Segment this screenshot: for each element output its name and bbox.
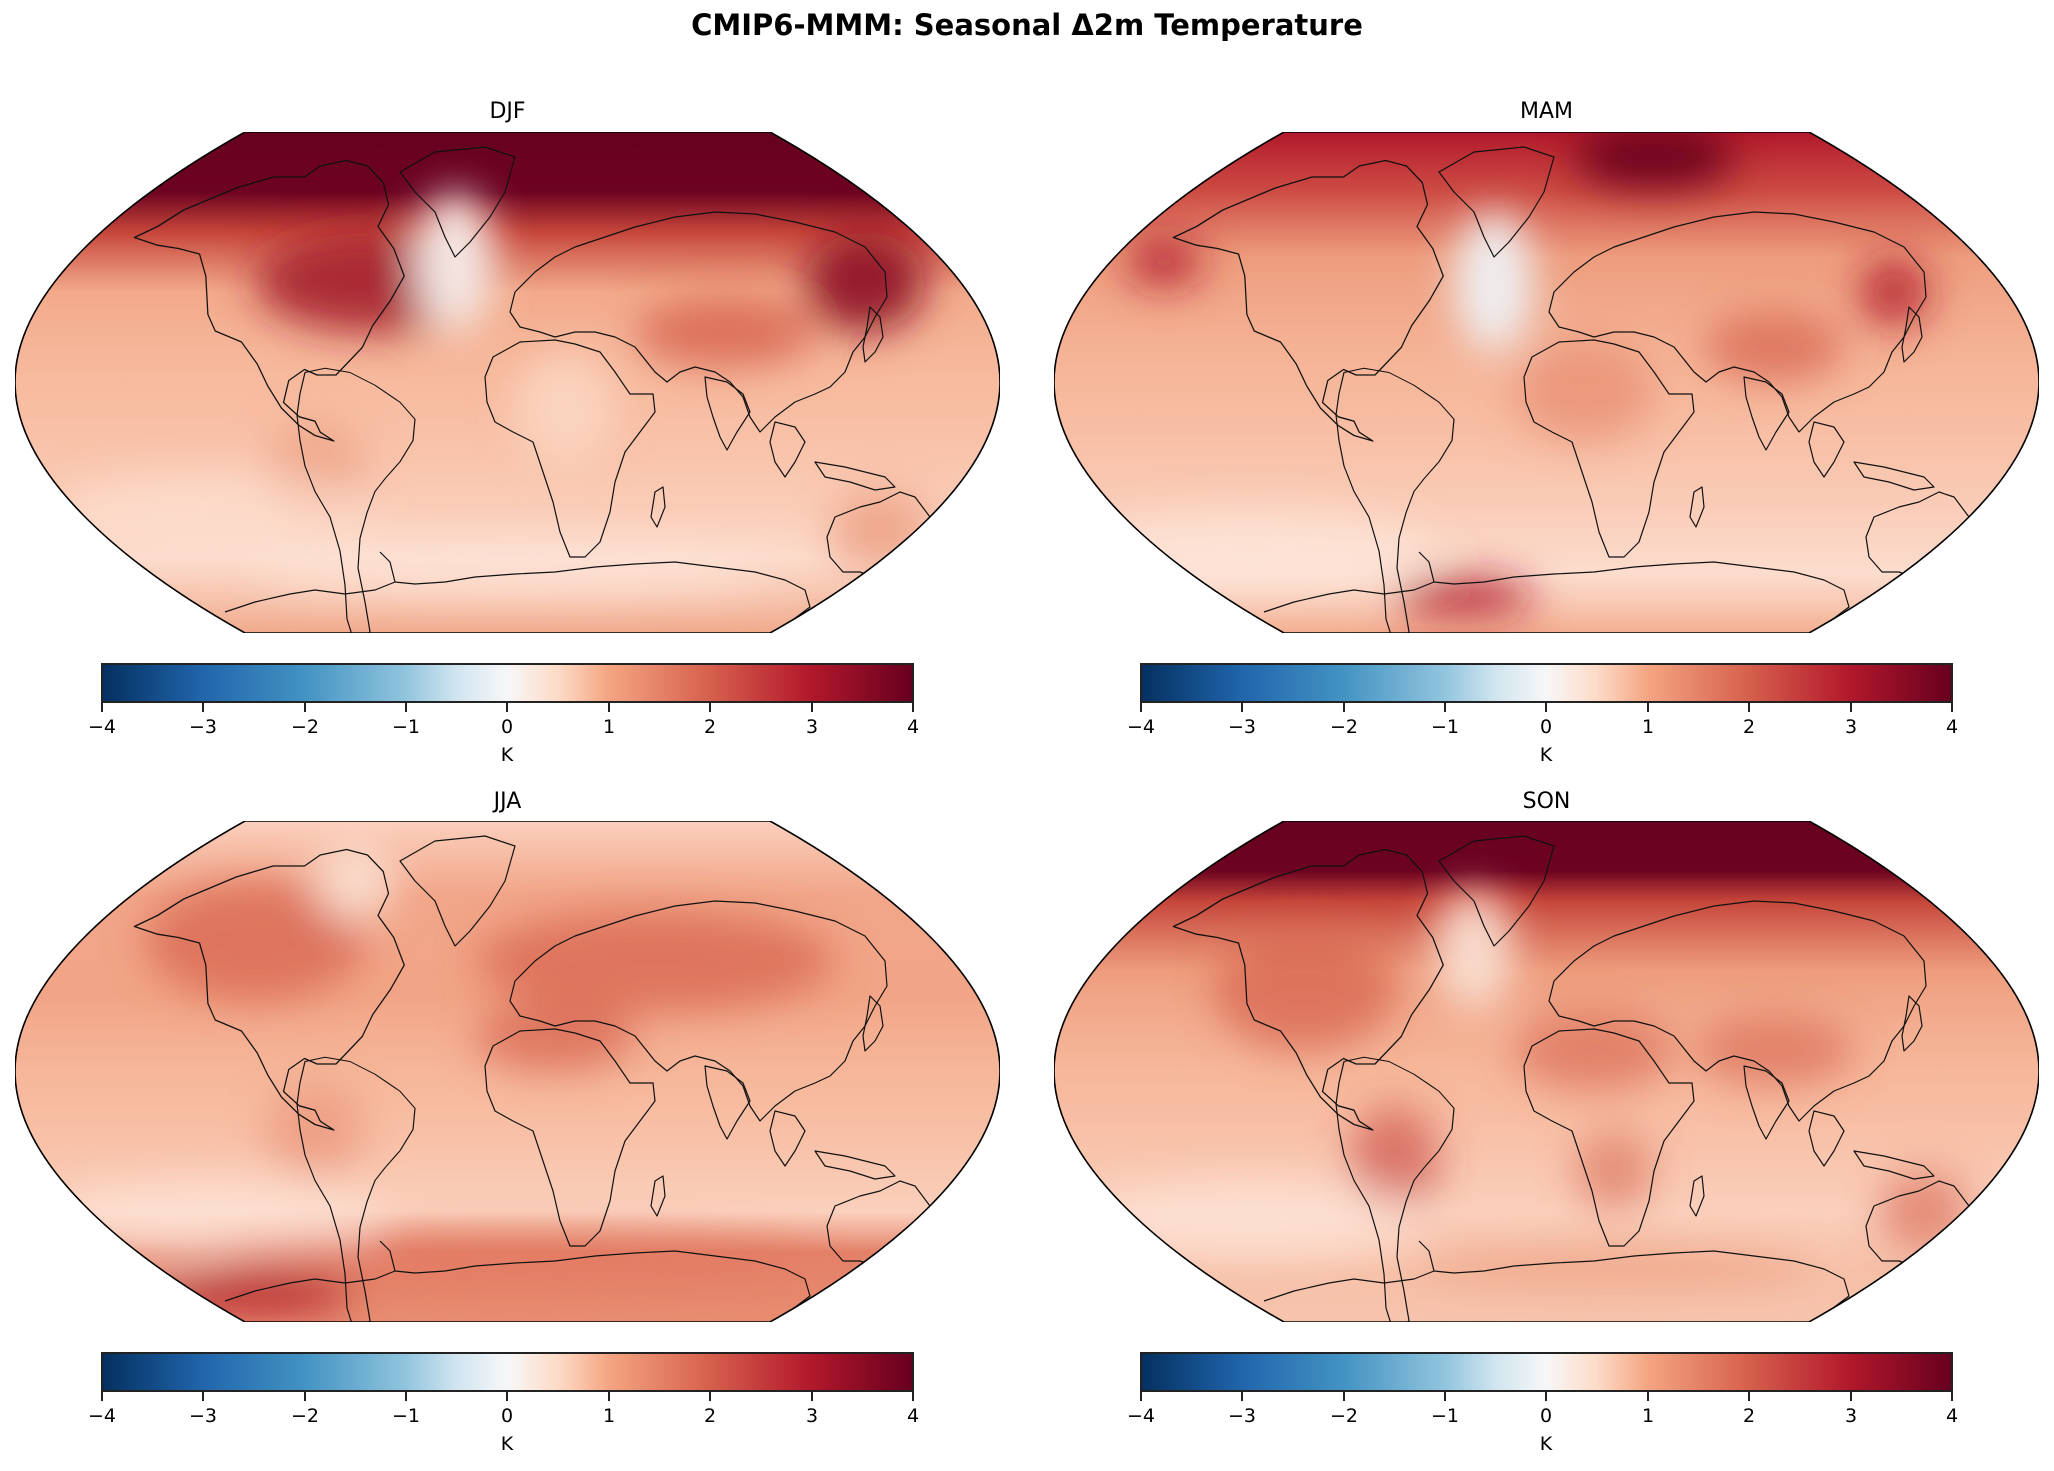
tick-label: −1 bbox=[1430, 1405, 1459, 1427]
colorbar bbox=[1140, 663, 1953, 703]
tick-label: 3 bbox=[805, 1405, 819, 1427]
panel-title: DJF bbox=[489, 99, 526, 124]
tick-label: −1 bbox=[391, 1405, 420, 1427]
tick-label: 2 bbox=[703, 1405, 717, 1427]
colorbar-label: K bbox=[1539, 1433, 1553, 1455]
tick-label: 4 bbox=[906, 1405, 920, 1427]
tick-label: 0 bbox=[1539, 716, 1553, 738]
tick-label: 2 bbox=[1742, 1405, 1756, 1427]
tick-label: 1 bbox=[602, 1405, 616, 1427]
tick-label: 1 bbox=[1641, 1405, 1655, 1427]
panel-title: SON bbox=[1522, 789, 1571, 814]
tick-label: −3 bbox=[1227, 1405, 1256, 1427]
map-jja bbox=[15, 821, 1000, 1322]
tick-label: 4 bbox=[1945, 1405, 1959, 1427]
colorbar bbox=[101, 663, 914, 703]
tick-label: −2 bbox=[1329, 1405, 1358, 1427]
tick-label: −3 bbox=[188, 716, 217, 738]
tick-label: 2 bbox=[703, 716, 717, 738]
tick-label: −2 bbox=[290, 1405, 319, 1427]
tick-label: −4 bbox=[87, 716, 116, 738]
tick-label: −1 bbox=[1430, 716, 1459, 738]
tick-label: −3 bbox=[1227, 716, 1256, 738]
tick-label: −4 bbox=[87, 1405, 116, 1427]
panel-title: MAM bbox=[1519, 99, 1573, 124]
colorbar-label: K bbox=[500, 1433, 514, 1455]
tick-label: −4 bbox=[1126, 1405, 1155, 1427]
tick-label: −4 bbox=[1126, 716, 1155, 738]
tick-label: 1 bbox=[602, 716, 616, 738]
figure-title: CMIP6-MMM: Seasonal Δ2m Temperature bbox=[691, 8, 1363, 42]
colorbar bbox=[1140, 1352, 1953, 1392]
tick-label: 0 bbox=[500, 1405, 514, 1427]
tick-label: 1 bbox=[1641, 716, 1655, 738]
tick-label: 0 bbox=[1539, 1405, 1553, 1427]
tick-label: 0 bbox=[500, 716, 514, 738]
map-son bbox=[1054, 821, 2039, 1322]
colorbar bbox=[101, 1352, 914, 1392]
tick-label: −1 bbox=[391, 716, 420, 738]
colorbar-label: K bbox=[500, 744, 514, 766]
tick-label: −3 bbox=[188, 1405, 217, 1427]
panel-title: JJA bbox=[493, 789, 522, 814]
tick-label: 3 bbox=[1844, 1405, 1858, 1427]
tick-label: 3 bbox=[1844, 716, 1858, 738]
tick-label: −2 bbox=[290, 716, 319, 738]
colorbar-label: K bbox=[1539, 744, 1553, 766]
map-djf bbox=[15, 132, 1000, 633]
tick-label: 3 bbox=[805, 716, 819, 738]
tick-label: −2 bbox=[1329, 716, 1358, 738]
tick-label: 4 bbox=[906, 716, 920, 738]
map-mam bbox=[1054, 132, 2039, 633]
tick-label: 4 bbox=[1945, 716, 1959, 738]
tick-label: 2 bbox=[1742, 716, 1756, 738]
